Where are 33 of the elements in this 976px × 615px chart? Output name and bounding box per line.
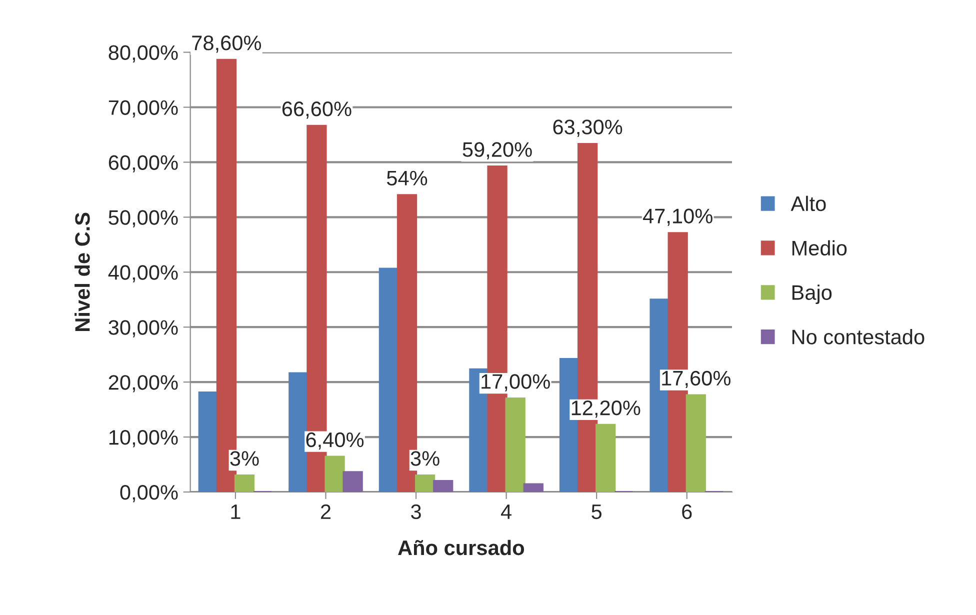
y-tick-label: 40,00% (108, 265, 178, 282)
x-tick-label: 5 (592, 504, 602, 520)
data-label: 6,40% (306, 432, 364, 450)
x-axis-title: Año cursado (398, 540, 524, 556)
data-label: 63,30% (553, 120, 622, 137)
legend-label: No contestado (792, 329, 924, 344)
legend-label: Alto (790, 196, 826, 212)
y-tick-label: 0,00% (120, 485, 178, 502)
data-label: 17,60% (662, 370, 730, 388)
data-label: 3% (410, 451, 440, 466)
data-label: 17,00% (482, 374, 550, 392)
y-tick-label: 20,00% (108, 375, 178, 392)
y-tick-label: 70,00% (108, 100, 178, 118)
data-label: 66,60% (282, 102, 352, 119)
y-axis-title: Nivel de C.S (74, 212, 90, 331)
x-tick-label: 2 (320, 504, 330, 519)
data-label: 12,20% (572, 400, 640, 418)
x-tick-label: 4 (500, 504, 512, 519)
data-label: 54% (386, 170, 428, 186)
legend-label: Bajo (792, 284, 832, 304)
data-label: 78,60% (192, 36, 262, 53)
y-tick-label: 80,00% (108, 45, 178, 62)
data-label: 59,20% (462, 142, 532, 160)
y-tick-label: 10,00% (109, 430, 178, 448)
x-tick-label: 1 (231, 504, 240, 519)
x-tick-label: 3 (411, 504, 421, 520)
x-tick-label: 6 (682, 504, 692, 520)
y-tick-label: 50,00% (108, 210, 178, 228)
y-tick-label: 30,00% (108, 320, 178, 338)
legend-label: Medio (792, 240, 847, 256)
data-label: 3% (230, 451, 259, 466)
y-tick-label: 60,00% (108, 155, 178, 172)
data-label: 47,10% (642, 208, 712, 226)
